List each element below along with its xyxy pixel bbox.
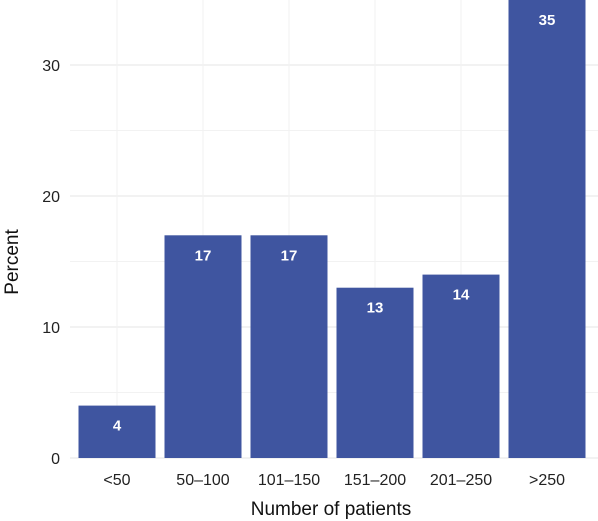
y-tick-label: 20 — [42, 189, 60, 206]
y-tick-label: 0 — [51, 451, 60, 468]
x-tick-label: 50–100 — [176, 472, 229, 489]
bar — [250, 235, 328, 458]
bar — [78, 405, 156, 458]
bar — [336, 287, 414, 458]
x-tick-label: 101–150 — [258, 472, 320, 489]
x-axis-title: Number of patients — [251, 499, 412, 520]
y-tick-label: 30 — [42, 58, 60, 75]
data-label: 17 — [195, 247, 212, 264]
tick-labels: 0 10 20 30 <50 50–100 101–150 151–200 201–250 >25… — [42, 58, 565, 489]
bars: 4 17 17 13 14 35 — [78, 0, 586, 458]
bar — [422, 274, 500, 458]
data-label: 17 — [281, 247, 298, 264]
bar — [508, 0, 586, 458]
data-label: 35 — [539, 12, 556, 29]
y-axis-title: Percent — [2, 229, 23, 295]
y-tick-label: 10 — [42, 320, 60, 337]
x-tick-label: 151–200 — [344, 472, 406, 489]
x-tick-label: <50 — [103, 472, 130, 489]
data-label: 13 — [367, 300, 384, 317]
x-tick-label: >250 — [529, 472, 565, 489]
data-label: 4 — [113, 418, 122, 435]
x-tick-label: 201–250 — [430, 472, 492, 489]
bar — [164, 235, 242, 458]
data-label: 14 — [453, 287, 470, 304]
